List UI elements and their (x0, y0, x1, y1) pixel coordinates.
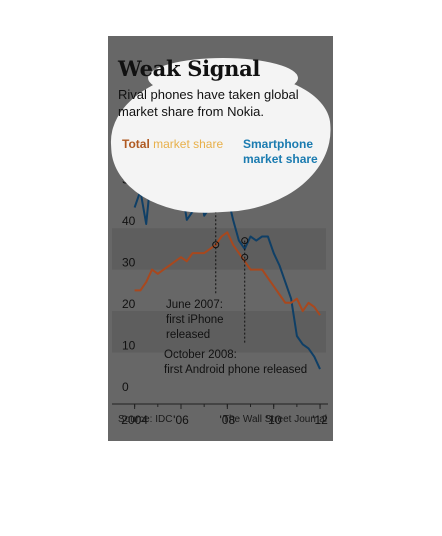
glare-highlight-top (148, 58, 298, 98)
y-tick-label: 20 (122, 297, 136, 311)
total-share-line (134, 231, 321, 316)
annotation-line: released (166, 329, 210, 341)
chart-subtitle: Rival phones have taken global market sh… (118, 87, 299, 119)
legend-total-word: Total (122, 137, 150, 151)
annotation-marker (241, 253, 249, 261)
annotation-line: June 2007: (166, 299, 223, 311)
publisher-credit: The Wall Street Journal (222, 414, 327, 425)
x-tick-label: '06 (173, 413, 189, 427)
y-tick-label: 30 (122, 256, 136, 270)
annotation-marker (212, 241, 220, 249)
legend-total-market-share: Total market share (122, 137, 223, 151)
annotation-line: first iPhone (166, 314, 224, 326)
annotation-line: first Android phone released (164, 364, 307, 376)
x-tick-label: '12 (312, 413, 328, 427)
annotation-marker (241, 237, 249, 245)
annotation-label: October 2008: first Android phone release… (164, 349, 307, 376)
y-tick-label: 0 (122, 380, 129, 394)
chart-title: Weak Signal (118, 56, 261, 81)
y-tick-label: 40 (122, 214, 136, 228)
legend-smartphone-market-share: Smartphone market share (243, 137, 318, 166)
source-note: Source: IDC (118, 414, 173, 425)
legend-market-share-word: market share (153, 137, 224, 151)
x-tick-label: '10 (266, 413, 282, 427)
x-tick-label: '08 (220, 413, 236, 427)
grid-band (112, 228, 326, 270)
y-tick-label: 10 (122, 339, 136, 353)
annotation-label: June 2007: first iPhone released (166, 299, 224, 341)
grid-band (112, 311, 326, 353)
annotation-line: October 2008: (164, 349, 237, 361)
x-tick-label: 2004 (121, 413, 148, 427)
